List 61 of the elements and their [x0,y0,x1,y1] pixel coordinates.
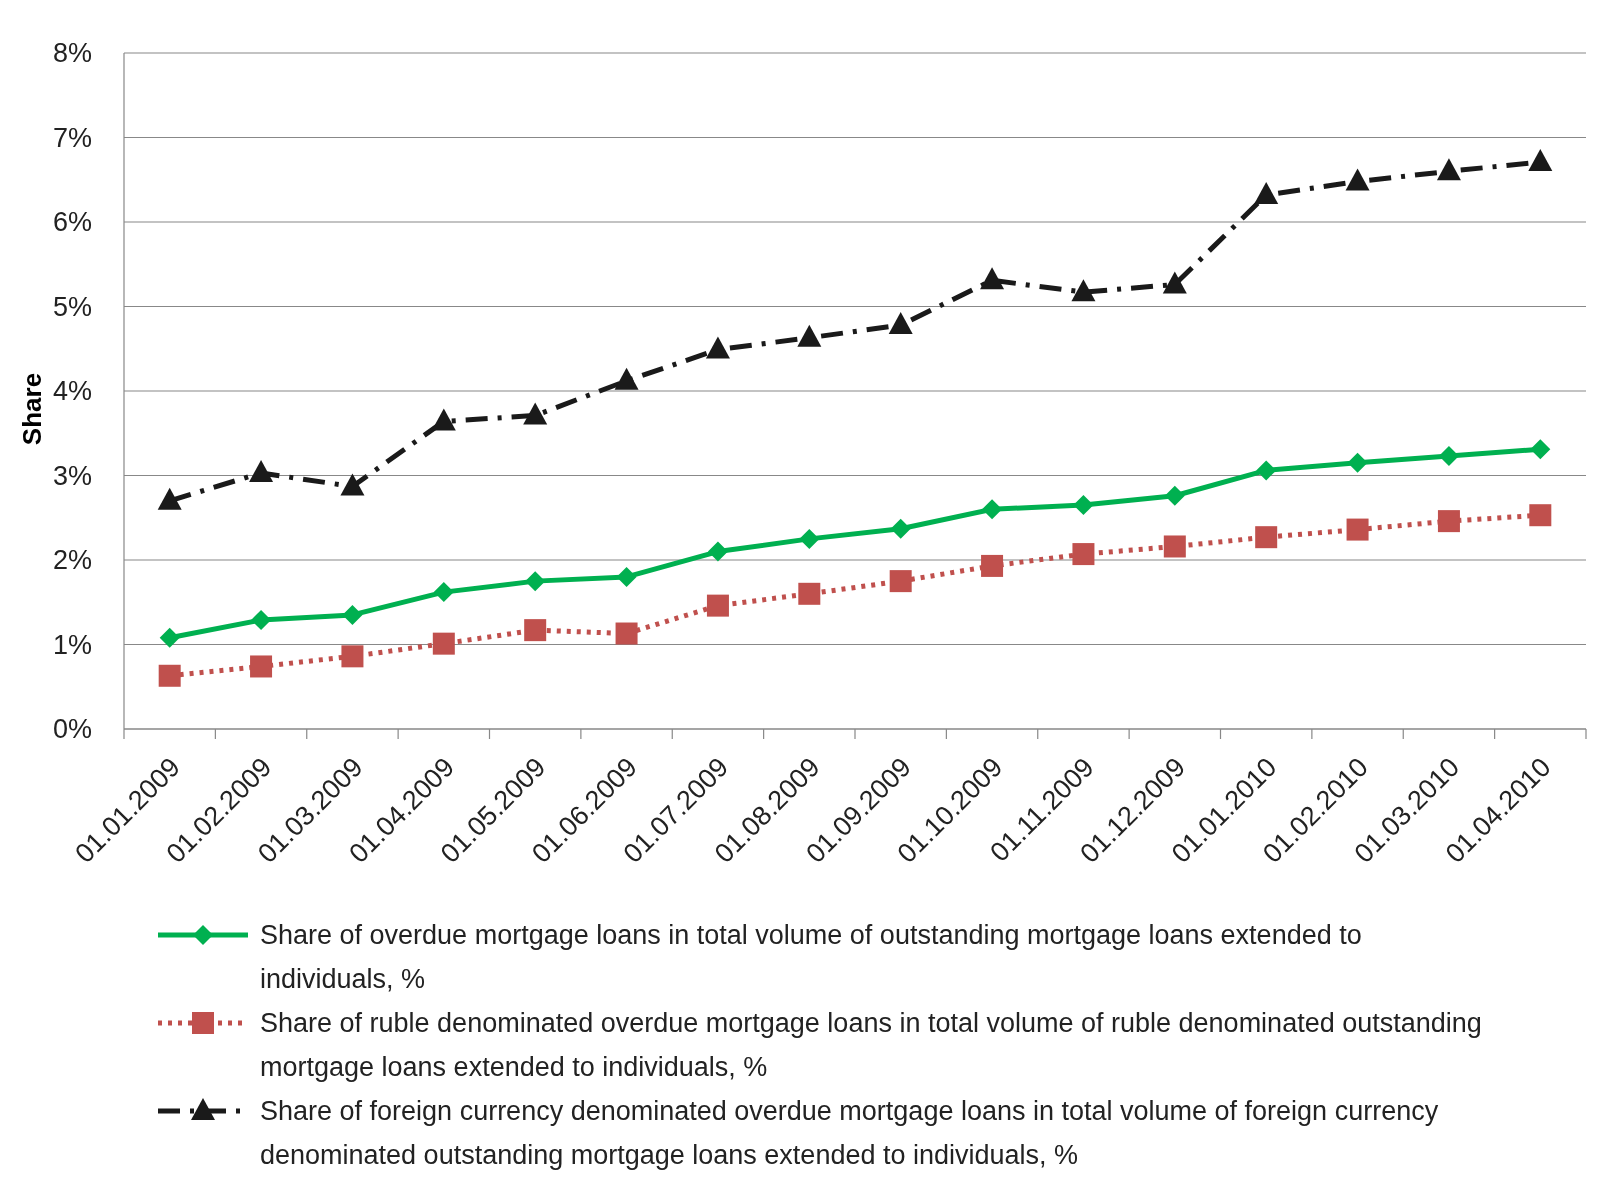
point [1255,526,1278,549]
point [981,554,1004,577]
point [888,312,913,335]
point [1072,543,1095,566]
point [1073,495,1094,516]
point [1256,460,1277,481]
point [615,622,638,645]
point [1164,485,1185,506]
point [706,594,729,617]
point [614,367,639,390]
point [705,336,730,359]
point [433,582,454,603]
point [982,499,1003,520]
point [890,518,911,539]
point [341,645,364,668]
legend-label: Share of overdue mortgage loans in total volume of outstanding mortgage loans extended to individuals, % [260,920,1362,994]
point [340,473,365,496]
point [524,619,547,642]
y-tick-label: 3% [52,460,92,491]
point [249,459,274,482]
point [1529,504,1552,527]
point [798,582,821,605]
y-tick-label: 5% [52,291,92,322]
point [1345,168,1370,191]
point [707,541,728,562]
point [980,267,1005,290]
point [1438,446,1459,467]
y-tick-label: 8% [52,38,92,69]
point [1530,439,1551,460]
y-tick-label: 7% [52,122,92,153]
point [1346,518,1369,541]
y-tick-label: 2% [52,545,92,576]
y-axis-title: Share [17,372,47,446]
point [525,571,546,592]
point [1071,279,1096,302]
point [1254,181,1279,204]
legend-label: Share of foreign currency denominated overdue mortgage loans in total volume of foreign currency denominated outstanding mortgage loans extended to individuals, % [260,1096,1439,1170]
point [797,324,822,347]
point [889,570,912,593]
y-tick-label: 1% [52,629,92,660]
point [1162,271,1187,294]
y-tick-label: 0% [52,714,92,745]
point [1528,149,1553,172]
point [251,610,272,630]
point [616,566,637,587]
point [1437,510,1460,533]
legend-label: Share of ruble denominated overdue mortgage loans in total volume of ruble denominated outstanding mortgage loans extended to individuals, % [260,1008,1482,1082]
y-tick-label: 4% [52,376,92,407]
point [799,528,820,549]
y-tick-label: 6% [52,207,92,238]
point [1347,452,1368,473]
point [157,487,182,510]
point [431,408,456,431]
point [159,627,180,648]
point [342,604,363,625]
point [250,655,273,678]
point [1436,158,1461,181]
point [1163,535,1186,558]
point [158,664,181,687]
point [432,632,455,655]
point [523,402,548,425]
